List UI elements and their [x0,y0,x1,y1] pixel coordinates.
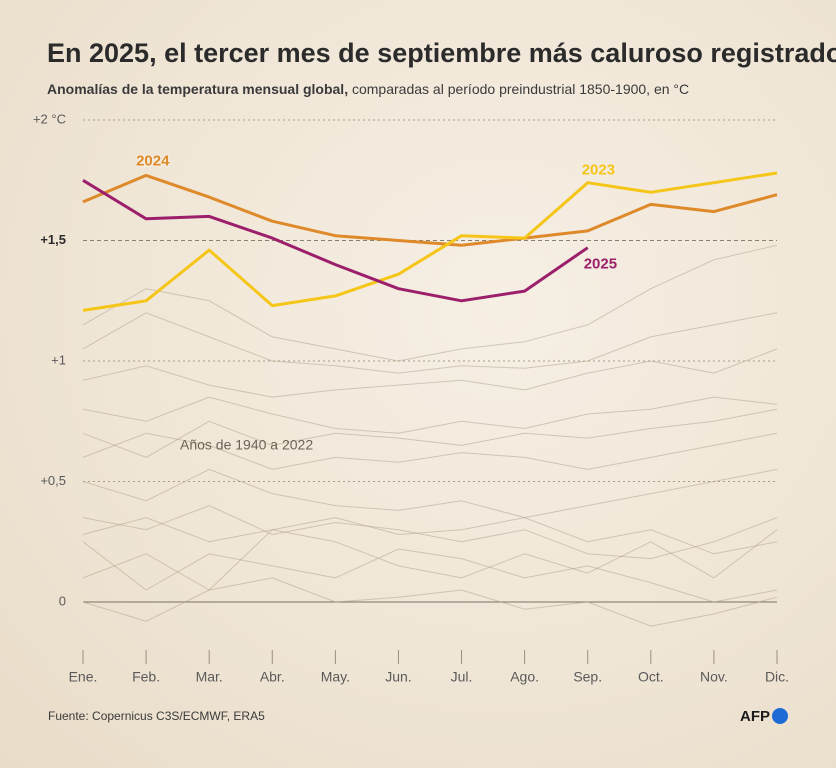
y-tick-label: 0 [59,593,66,608]
series-label: 2023 [582,162,615,179]
x-tick-label: Nov. [700,669,728,685]
logo: AFP [740,708,770,725]
line [82,244,778,362]
line [82,312,778,374]
line [82,432,778,470]
grid: 0 +0,5 +1 +1,5 +2 °C Ene. Feb. Mar. Abr. May. Jun.… [33,111,789,684]
x-tick-label: Jul. [451,669,473,685]
chart-title: En 2025, el tercer mes de septiembre más… [47,38,836,68]
x-tick-label: Feb. [132,669,160,685]
chart-subtitle: Anomalías de la temperatura mensual glob… [47,81,689,97]
x-tick-label: Ene. [69,669,98,685]
line [82,468,778,519]
x-tick-label: Sep. [573,669,602,685]
x-tick-label: Jun. [385,669,411,685]
line [82,517,778,555]
x-tick-label: Oct. [638,669,664,685]
annotation: Años de 1940 a 2022 [180,437,313,453]
x-tick-label: Abr. [260,669,285,685]
x-tick-label: Dic. [765,669,789,685]
y-tick-label: +2 °C [33,111,66,126]
x-tick-label: May. [321,669,350,685]
x-tick-label: Mar. [196,669,223,685]
line [82,541,778,603]
highlight-lines: 2024 2023 2025 [82,151,778,312]
logo-dot [772,708,788,724]
line [82,348,778,398]
background-lines [82,244,778,627]
y-tick-label: +1 [51,352,66,367]
line [82,505,778,560]
line [82,173,778,247]
line [82,529,778,591]
source: Fuente: Copernicus C3S/ECMWF, ERA5 [48,709,265,723]
line [82,408,778,458]
x-tick-label: Ago. [510,669,539,685]
line [82,577,778,627]
line [82,171,778,312]
subtitle: comparadas al período preindustrial 1850… [352,81,689,97]
y-tick-label: +1,5 [40,232,66,247]
series-label: 2024 [136,152,170,169]
y-tick-label: +0,5 [40,473,66,488]
subtitle-bold: Anomalías de la temperatura mensual glob… [47,81,348,97]
line [82,179,589,303]
series-label: 2025 [584,256,617,273]
line [82,396,778,434]
